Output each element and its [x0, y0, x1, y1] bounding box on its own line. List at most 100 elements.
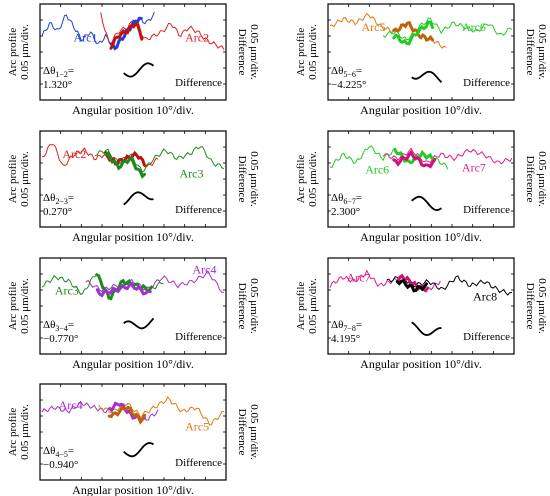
- y-axis-label-left: Arc profile: [295, 282, 307, 331]
- overlap-highlight-arc3: [104, 150, 146, 179]
- arc-label-arc2: Arc2: [185, 31, 209, 45]
- y-axis-label-left: 0.05 μm/div.: [19, 404, 31, 460]
- panel-arc4-arc5: Arc4 Arc5 Δθ4−5=−0.940° Difference Arc profi…: [7, 383, 260, 496]
- x-axis-label: Angular position 10°/div.: [360, 230, 482, 244]
- arc-label-arc5: Arc5: [185, 419, 209, 433]
- arc-label-arc4: Arc4: [59, 398, 83, 412]
- overlap-highlight-arc7: [392, 149, 437, 169]
- panel-arc7-arc8: Arc7 Arc8 Δθ7−8=4.195° Difference Arc profil…: [295, 257, 548, 371]
- difference-label: Difference: [175, 331, 222, 343]
- series-line-arc5: [98, 396, 225, 426]
- arc-label-arc7: Arc7: [462, 161, 486, 175]
- y-axis-label-left: Arc profile: [7, 28, 19, 77]
- plot-frame: [39, 130, 227, 228]
- y-axis-label-right: Difference: [524, 156, 536, 203]
- difference-curve: [411, 195, 442, 212]
- delta-theta-label: Δθ6−7=: [331, 192, 362, 206]
- y-axis-label-left: 0.05 μm/div.: [19, 278, 31, 334]
- y-axis-label-left: Arc profile: [7, 155, 19, 204]
- delta-theta-value: 4.195°: [331, 333, 360, 345]
- plot-frame: [39, 383, 227, 481]
- delta-theta-value: −0.940°: [43, 459, 78, 471]
- difference-label: Difference: [463, 331, 510, 343]
- overlap-highlight-arc2: [109, 22, 144, 50]
- delta-theta-value: −0.770°: [43, 333, 78, 345]
- x-axis-label: Angular position 10°/div.: [360, 103, 482, 117]
- difference-label: Difference: [175, 77, 222, 89]
- overlap-highlight-arc4: [95, 281, 152, 298]
- y-axis-label-left: Arc profile: [295, 155, 307, 204]
- x-axis-label: Angular position 10°/div.: [72, 357, 194, 371]
- series-line-arc7: [382, 147, 513, 165]
- arc-label-arc7: Arc7: [347, 270, 371, 284]
- delta-theta-value: 2.300°: [331, 206, 360, 218]
- difference-curve: [123, 62, 154, 78]
- arc-label-arc6: Arc6: [462, 20, 486, 34]
- arc-label-arc6: Arc6: [365, 162, 389, 176]
- x-axis-label: Angular position 10°/div.: [72, 230, 194, 244]
- arc-label-arc8: Arc8: [473, 289, 497, 303]
- y-axis-label-left: Arc profile: [7, 282, 19, 331]
- delta-theta-label: Δθ2−3=: [43, 192, 74, 206]
- y-axis-label-left: 0.05 μm/div.: [307, 151, 319, 207]
- panel-arc2-arc3: Arc2 Arc3 Δθ2−3=0.270° Difference Arc profil…: [7, 130, 260, 244]
- y-axis-label-left: 0.05 μm/div.: [307, 24, 319, 80]
- y-axis-label-left: 0.05 μm/div.: [19, 151, 31, 207]
- y-axis-label-right: 0.05 μm/div.: [248, 151, 260, 207]
- difference-label: Difference: [175, 204, 222, 216]
- y-axis-label-left: 0.05 μm/div.: [307, 278, 319, 334]
- y-axis-label-right: Difference: [236, 409, 248, 456]
- y-axis-label-right: 0.05 μm/div.: [536, 24, 548, 80]
- x-axis-label: Angular position 10°/div.: [72, 103, 194, 117]
- series-line-arc4: [85, 270, 225, 293]
- arc-label-arc5: Arc5: [361, 20, 385, 34]
- panel-arc6-arc7: Arc6 Arc7 Δθ6−7=2.300° Difference Arc profil…: [295, 130, 548, 244]
- plot-frame: [39, 257, 227, 355]
- x-axis-label: Angular position 10°/div.: [72, 483, 194, 496]
- panel-arc5-arc6: Arc5 Arc6 Δθ5−6=−4.225° Difference Arc profi…: [295, 3, 548, 117]
- y-axis-label-right: Difference: [236, 283, 248, 330]
- overlap-highlight-arc8: [395, 278, 428, 293]
- series-line-arc3: [94, 146, 225, 174]
- difference-curve: [411, 70, 443, 84]
- y-axis-label-right: 0.05 μm/div.: [248, 24, 260, 80]
- panel-arc1-arc2: Arc1 Arc2 Δθ1−2=1.320° Difference Arc profil…: [7, 3, 260, 117]
- difference-curve: [123, 191, 154, 206]
- series-line-arc2: [100, 12, 225, 50]
- y-axis-label-left: Arc profile: [7, 408, 19, 457]
- delta-theta-label: Δθ4−5=: [43, 445, 74, 459]
- y-axis-label-right: 0.05 μm/div.: [248, 278, 260, 334]
- y-axis-label-left: Arc profile: [295, 28, 307, 77]
- arc-label-arc1: Arc1: [73, 31, 97, 45]
- difference-label: Difference: [175, 457, 222, 469]
- series-line-arc6: [382, 17, 513, 41]
- delta-theta-label: Δθ3−4=: [43, 319, 74, 333]
- delta-theta-value: 0.270°: [43, 206, 72, 218]
- delta-theta-value: −4.225°: [331, 79, 366, 91]
- y-axis-label-right: 0.05 μm/div.: [536, 278, 548, 334]
- y-axis-label-right: Difference: [524, 283, 536, 330]
- delta-theta-label: Δθ1−2=: [43, 65, 74, 79]
- x-axis-label: Angular position 10°/div.: [360, 357, 482, 371]
- y-axis-label-right: Difference: [524, 29, 536, 76]
- y-axis-label-right: 0.05 μm/div.: [248, 404, 260, 460]
- arc-label-arc2: Arc2: [62, 147, 86, 161]
- difference-curve: [411, 321, 442, 337]
- overlap-highlight-arc1: [109, 16, 143, 51]
- arc-label-arc4: Arc4: [193, 263, 217, 277]
- series-line-arc8: [386, 275, 513, 296]
- y-axis-label-right: Difference: [236, 156, 248, 203]
- plot-frame: [327, 257, 515, 355]
- difference-curve: [123, 442, 154, 458]
- overlap-highlight-arc5: [392, 20, 434, 43]
- panel-arc3-arc4: Arc3 Arc4 Δθ3−4=−0.770° Difference Arc profi…: [7, 257, 260, 371]
- difference-label: Difference: [463, 204, 510, 216]
- difference-label: Difference: [463, 77, 510, 89]
- delta-theta-label: Δθ7−8=: [331, 319, 362, 333]
- y-axis-label-right: Difference: [236, 29, 248, 76]
- delta-theta-value: 1.320°: [43, 79, 72, 91]
- arc-label-arc3: Arc3: [180, 166, 204, 180]
- delta-theta-label: Δθ5−6=: [331, 65, 362, 79]
- overlap-highlight-arc6: [392, 20, 434, 46]
